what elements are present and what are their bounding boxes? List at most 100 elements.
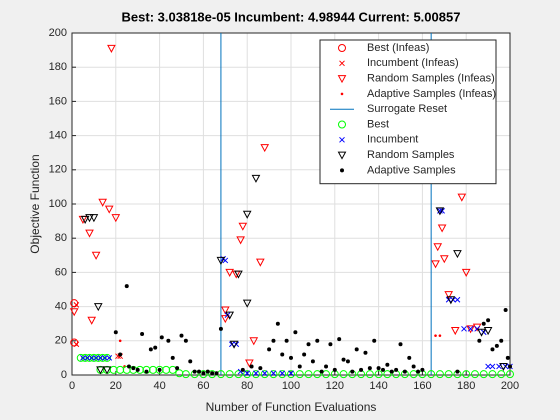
- dot-marker: [153, 345, 158, 350]
- dot-marker: [201, 371, 206, 376]
- triangle-marker: [93, 303, 103, 312]
- x-marker: [485, 363, 491, 370]
- x-marker: [261, 370, 268, 377]
- y-tick-label: 60: [55, 266, 67, 278]
- dot-marker: [319, 369, 324, 374]
- triangle-marker: [499, 362, 508, 372]
- dot-marker: [340, 168, 344, 173]
- circle-marker: [287, 370, 295, 379]
- triangle-marker: [111, 214, 121, 223]
- triangle-marker: [431, 260, 440, 269]
- triangle-marker: [461, 268, 471, 277]
- legend-label: Incumbent: [367, 134, 418, 146]
- dot-marker: [359, 367, 364, 372]
- legend-label: Best (Infeas): [367, 42, 429, 54]
- circle-marker: [76, 353, 85, 362]
- x-tick-label: 100: [282, 380, 300, 392]
- circle-marker: [435, 370, 444, 379]
- circle-marker: [278, 370, 287, 379]
- circle-marker: [313, 370, 322, 379]
- dot-marker: [159, 335, 164, 340]
- dot-marker: [166, 338, 171, 343]
- x-marker: [73, 341, 80, 348]
- triangle-marker: [483, 327, 493, 336]
- x-tick-label: 40: [153, 380, 165, 392]
- dot-marker: [402, 369, 407, 374]
- triangle-marker: [220, 306, 230, 315]
- triangle-marker: [477, 328, 486, 337]
- dot-marker: [389, 369, 394, 374]
- x-marker: [339, 60, 345, 67]
- triangle-marker: [107, 44, 116, 53]
- circle-marker: [479, 370, 488, 379]
- x-tick-label: 120: [326, 380, 344, 392]
- dot-marker: [126, 364, 131, 369]
- triangle-marker: [96, 366, 105, 375]
- dot-marker: [188, 359, 193, 364]
- dot-marker: [275, 321, 280, 326]
- triangle-marker: [69, 308, 79, 317]
- triangle-marker: [91, 251, 101, 260]
- x-marker: [80, 355, 86, 361]
- dot-marker: [385, 362, 390, 367]
- dot-marker: [284, 338, 289, 343]
- dot-marker: [341, 357, 346, 362]
- circle-marker: [181, 370, 190, 379]
- axes-box: [71, 32, 511, 376]
- x-marker: [84, 355, 91, 361]
- dot-marker: [258, 366, 263, 371]
- dot-marker: [210, 371, 215, 376]
- dot-marker: [354, 347, 359, 352]
- dot-marker: [124, 284, 129, 289]
- dot-marker: [494, 343, 499, 348]
- dot-marker: [218, 326, 223, 331]
- circle-marker: [81, 353, 90, 362]
- y-tick-label: 40: [55, 301, 67, 313]
- x-axis-label: Number of Function Evaluations: [206, 400, 377, 414]
- dot-marker: [337, 337, 342, 342]
- x-marker: [437, 207, 443, 214]
- x-marker: [253, 370, 259, 377]
- dot-marker: [477, 338, 482, 343]
- x-marker: [454, 296, 461, 303]
- legend-label: Incumbent (Infeas): [367, 57, 459, 69]
- circle-marker: [85, 353, 94, 362]
- triangle-marker: [102, 366, 112, 375]
- circle-marker: [338, 120, 346, 129]
- triangle-marker: [225, 311, 235, 320]
- triangle-marker: [337, 75, 347, 84]
- dot-marker: [183, 338, 188, 343]
- x-marker: [270, 370, 277, 377]
- dot-marker: [192, 369, 197, 374]
- triangle-marker: [225, 268, 235, 277]
- circle-marker: [497, 370, 506, 379]
- dot-marker: [411, 364, 416, 369]
- triangle-marker: [242, 299, 252, 308]
- x-marker: [73, 302, 80, 308]
- legend-box: [319, 39, 497, 185]
- x-tick-label: 160: [413, 380, 431, 392]
- dot-marker: [267, 347, 272, 352]
- dot-marker: [315, 338, 320, 343]
- circle-marker: [94, 353, 103, 362]
- dot-marker: [214, 371, 219, 376]
- triangle-marker: [466, 325, 475, 334]
- dot-marker: [505, 355, 510, 360]
- x-marker: [106, 355, 113, 361]
- y-tick-label: 160: [49, 95, 67, 107]
- dot-marker: [398, 342, 403, 347]
- dot-marker: [420, 367, 425, 372]
- dot-marker: [271, 338, 276, 343]
- dot-marker: [490, 347, 495, 352]
- circle-marker: [269, 370, 278, 379]
- y-tick-label: 20: [55, 335, 67, 347]
- triangle-marker: [260, 144, 270, 153]
- dot-marker: [148, 347, 153, 352]
- dot-marker: [297, 364, 302, 369]
- circle-marker: [339, 370, 348, 379]
- x-marker: [467, 325, 474, 332]
- triangle-marker: [249, 337, 259, 346]
- triangle-marker: [439, 255, 449, 264]
- triangle-marker: [216, 256, 226, 265]
- circle-marker: [365, 370, 374, 379]
